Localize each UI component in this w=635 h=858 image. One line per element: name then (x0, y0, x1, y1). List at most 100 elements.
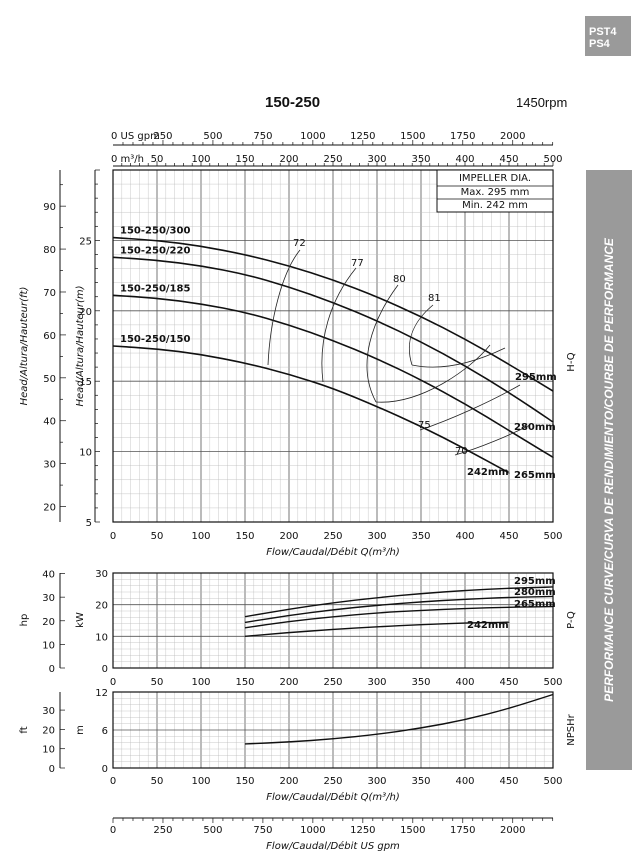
pq-hp-tick-label: 10 (42, 640, 55, 651)
hq-ft-tick-label: 40 (43, 417, 56, 428)
hq-ft-axis-label: Head/Altura/Hauteur(ft) (19, 287, 30, 406)
pq-x-tick-label: 300 (367, 677, 386, 688)
m3h-axis-origin-label: 0 m³/h (111, 154, 144, 165)
pq-x-tick-label: 50 (151, 677, 164, 688)
npsh-m-tick-label: 12 (95, 688, 108, 699)
gpm-axis-origin-label: 0 US gpm (111, 131, 160, 142)
npsh-x-tick-label: 400 (455, 776, 474, 787)
hq-x-tick-label: 200 (279, 531, 298, 542)
pq-kw-tick-label: 30 (95, 569, 108, 580)
hq-m-axis-label: Head/Altura/Hauteur(m) (75, 285, 86, 406)
efficiency-label: 72 (293, 238, 306, 249)
efficiency-curve (321, 267, 357, 383)
gpm-tick-label: 1250 (350, 131, 375, 142)
pq-hp-tick-label: 40 (42, 570, 55, 581)
hq-x-tick-label: 0 (110, 531, 116, 542)
npsh-ft-axis-label: ft (19, 726, 30, 733)
pq-x-tick-label: 350 (411, 677, 430, 688)
m3h-tick-label: 500 (543, 154, 562, 165)
gpm-bottom-tick-label: 250 (153, 825, 172, 836)
pq-x-tick-label: 400 (455, 677, 474, 688)
impeller-min: Min. 242 mm (462, 200, 528, 211)
npsh-m-tick-label: 0 (102, 764, 108, 775)
efficiency-label: 75 (418, 420, 431, 431)
hq-x-tick-label: 250 (323, 531, 342, 542)
hq-m-tick-label: 20 (79, 307, 92, 318)
npsh-m-axis-label: m (75, 725, 86, 735)
efficiency-curve (366, 284, 399, 403)
m3h-tick-label: 150 (235, 154, 254, 165)
m3h-tick-label: 100 (191, 154, 210, 165)
pq-kw-tick-label: 10 (95, 632, 108, 643)
hq-ft-tick-label: 20 (43, 503, 56, 514)
pq-x-tick-label: 100 (191, 677, 210, 688)
m3h-tick-label: 250 (323, 154, 342, 165)
efficiency-curve (267, 249, 301, 366)
gpm-bottom-tick-label: 1750 (450, 825, 475, 836)
efficiency-curve (411, 347, 506, 368)
gpm-bottom-tick-label: 2000 (500, 825, 525, 836)
pq-hp-tick-label: 0 (49, 664, 55, 675)
pq-x-tick-label: 200 (279, 677, 298, 688)
hq-curve-left-label: 150-250/300 (120, 226, 190, 237)
hq-curve-265mm (112, 294, 554, 459)
npsh-ft-tick-label: 20 (42, 725, 55, 736)
npsh-x-tick-label: 150 (235, 776, 254, 787)
pq-diameter-label: 280mm (514, 587, 556, 598)
efficiency-curve (375, 344, 491, 403)
m3h-tick-label: 350 (411, 154, 430, 165)
pq-curve-280mm (244, 595, 554, 624)
gpm-tick-label: 500 (203, 131, 222, 142)
pq-hp-axis-label: hp (19, 614, 30, 627)
m3h-tick-label: 400 (455, 154, 474, 165)
hq-diameter-label: 265mm (514, 470, 556, 481)
npsh-x-tick-label: 450 (499, 776, 518, 787)
npsh-curve (244, 693, 554, 745)
hq-x-axis-label: Flow/Caudal/Débit Q(m³/h) (266, 546, 399, 558)
hq-m-tick-label: 15 (79, 377, 92, 388)
performance-curve-tab: PERFORMANCE CURVE/CURVA DE RENDIMIENTO/C… (586, 170, 632, 770)
gpm-bottom-tick-label: 750 (253, 825, 272, 836)
npsh-panel-label: NPSHr (566, 713, 577, 745)
npsh-x-tick-label: 350 (411, 776, 430, 787)
gpm-bottom-tick-label: 500 (203, 825, 222, 836)
m3h-tick-label: 450 (499, 154, 518, 165)
pq-hp-tick-label: 20 (42, 617, 55, 628)
hq-m-tick-label: 25 (79, 236, 92, 247)
hq-m-tick-label: 10 (79, 448, 92, 459)
hq-x-tick-label: 500 (543, 531, 562, 542)
pq-x-tick-label: 150 (235, 677, 254, 688)
gpm-bottom-tick-label: 1250 (350, 825, 375, 836)
gpm-bottom-axis-label: Flow/Caudal/Débit US gpm (266, 840, 400, 852)
pq-kw-axis-label: kW (75, 612, 86, 628)
m3h-tick-label: 300 (367, 154, 386, 165)
npsh-frame (112, 691, 554, 769)
npsh-x-tick-label: 500 (543, 776, 562, 787)
hq-x-tick-label: 400 (455, 531, 474, 542)
npsh-x-tick-label: 0 (110, 776, 116, 787)
gpm-tick-label: 1000 (300, 131, 325, 142)
hq-x-tick-label: 300 (367, 531, 386, 542)
gpm-tick-label: 750 (253, 131, 272, 142)
hq-x-tick-label: 100 (191, 531, 210, 542)
hq-x-tick-label: 150 (235, 531, 254, 542)
hq-diameter-label: 242mm (467, 467, 509, 478)
pq-curve-242mm (244, 621, 510, 637)
hq-curve-left-label: 150-250/185 (120, 283, 190, 294)
hq-curve-left-label: 150-250/220 (120, 245, 190, 256)
pq-curve-295mm (244, 586, 554, 618)
gpm-tick-label: 2000 (500, 131, 525, 142)
impeller-box (436, 169, 554, 213)
hq-panel-label: H-Q (566, 352, 577, 371)
pump-model-title: 150-250 (265, 94, 321, 111)
pq-panel-label: P-Q (566, 611, 577, 629)
badge-line-1: PST4 (589, 26, 617, 38)
efficiency-label: 80 (393, 274, 406, 285)
pq-diameter-label: 265mm (514, 599, 556, 610)
pq-diameter-label: 295mm (514, 576, 556, 587)
npsh-ft-tick-label: 0 (49, 764, 55, 775)
m3h-tick-label: 50 (151, 154, 164, 165)
npsh-x-tick-label: 300 (367, 776, 386, 787)
gpm-bottom-tick-label: 1000 (300, 825, 325, 836)
